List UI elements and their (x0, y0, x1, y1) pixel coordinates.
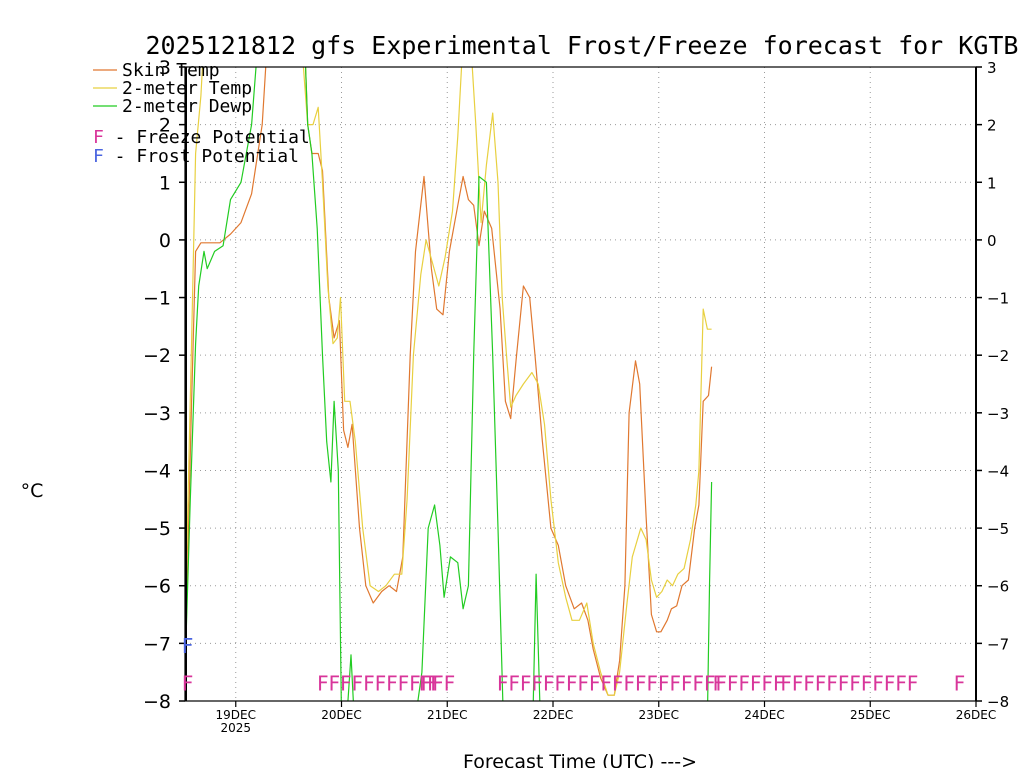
legend-frost-potential: F - Frost Potential (93, 146, 299, 167)
legend: Skin Temp 2-meter Temp 2-meter Dewp F - … (93, 60, 310, 167)
y-tick-label-right: 3 (987, 59, 997, 77)
grid (185, 67, 976, 701)
y-tick-label-left: −1 (143, 288, 171, 310)
y-tick-label-right: −6 (987, 578, 1009, 596)
freeze-marker: F (182, 672, 194, 696)
legend-label-skin-temp: Skin Temp (122, 60, 220, 81)
legend-label-2m-dewp: 2-meter Dewp (122, 96, 252, 117)
y-tick-label-right: 2 (987, 117, 997, 135)
x-tick-label: 24DEC (744, 708, 784, 722)
chart-title: 2025121812 gfs Experimental Frost/Freeze… (146, 31, 1019, 60)
y-tick-label-right: −8 (987, 693, 1009, 711)
frost-marker: F (182, 634, 194, 658)
legend-f-glyph: F (93, 127, 104, 148)
y-tick-label-left: −3 (143, 403, 171, 425)
y-tick-label-right: 1 (987, 174, 997, 192)
y-tick-label-right: −3 (987, 405, 1009, 423)
freeze-marker: FFFFFFFFFFFFFFFFFFFFFFFFF (497, 672, 785, 696)
x-tick-label: 20DEC (321, 708, 361, 722)
y-tick-label-right: −7 (987, 635, 1009, 653)
y-tick-label-left: −6 (143, 576, 171, 598)
x-tick-label: 26DEC (956, 708, 996, 722)
y-tick-label-left: 2 (159, 115, 171, 137)
potential-markers: FF FFFFFFFFFFFFFFF FFFFFFFFFFFFFFFFFFFFFFF… (182, 634, 965, 695)
legend-f-glyph: F (93, 146, 104, 167)
legend-freeze-text: - Freeze Potential (104, 127, 310, 148)
plot-frame (184, 66, 977, 702)
y-tick-label-right: −2 (987, 347, 1009, 365)
x-tick-sublabel: 2025 (220, 721, 251, 735)
y-tick-label-right: 0 (987, 232, 997, 250)
series-group (185, 67, 713, 701)
y-tick-label-right: −4 (987, 462, 1009, 480)
x-tick-label: 25DEC (850, 708, 890, 722)
y-tick-label-left: 1 (159, 172, 171, 194)
legend-frost-text: - Frost Potential (104, 146, 299, 167)
y-axis-label: °C (21, 480, 44, 502)
series-line-2-meter-dewp (185, 67, 713, 701)
freeze-marker: F (713, 672, 725, 696)
y-tick-label-left: 0 (159, 230, 171, 252)
y-tick-label-left: −2 (143, 345, 171, 367)
y-tick-label-left: −8 (143, 691, 171, 713)
y-tick-label-right: −5 (987, 520, 1009, 538)
y-tick-label-left: 3 (159, 57, 171, 79)
y-tick-label-right: −1 (987, 290, 1009, 308)
freeze-marker: FFFFFFFFFFFF (780, 672, 918, 696)
y-tick-label-left: −5 (143, 518, 171, 540)
y-ticks-left: −8 −7 −6 −5 −4 −3 −2 −1 0 1 2 3 (143, 57, 185, 713)
freeze-marker: F (427, 672, 439, 696)
x-tick-label: 21DEC (427, 708, 467, 722)
x-tick-label: 19DEC (216, 708, 256, 722)
x-tick-label: 23DEC (639, 708, 679, 722)
x-tick-label: 22DEC (533, 708, 573, 722)
freeze-marker: FF (419, 672, 442, 696)
series-line-2-meter-temp (185, 67, 712, 696)
y-tick-label-left: −4 (143, 460, 171, 482)
legend-freeze-potential: F - Freeze Potential (93, 127, 310, 148)
y-ticks-right: −8 −7 −6 −5 −4 −3 −2 −1 0 1 2 3 (976, 59, 1009, 711)
freeze-marker: FFFFFFFFFFFF (317, 672, 455, 696)
freeze-marker: F (954, 672, 966, 696)
y-tick-label-left: −7 (143, 633, 171, 655)
x-axis-label: Forecast Time (UTC) ---> (463, 751, 697, 768)
legend-label-2m-temp: 2-meter Temp (122, 78, 252, 99)
series-line-skin-temp (185, 67, 713, 696)
